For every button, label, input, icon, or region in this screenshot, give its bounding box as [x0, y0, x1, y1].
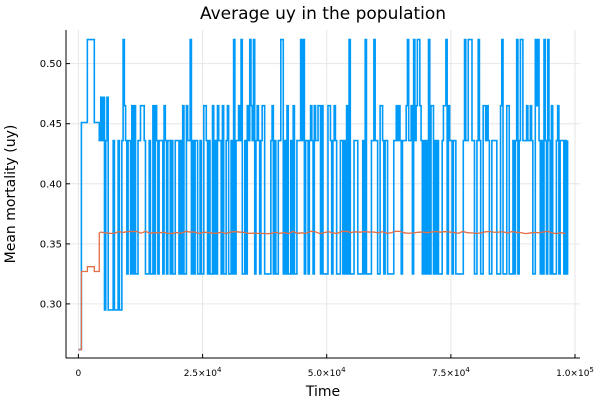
x-tick-label: 7.5×104 — [432, 366, 470, 379]
x-axis-label: Time — [305, 384, 340, 400]
y-axis-label: Mean mortality (uy) — [3, 125, 19, 264]
chart-title: Average uy in the population — [200, 4, 446, 24]
axes — [65, 30, 580, 359]
x-tick-label: 1.0×105 — [556, 366, 594, 379]
x-tick-label: 5.0×104 — [308, 366, 346, 379]
ticks: 0.30 0.35 0.40 0.45 0.50 0 2.5×104 5.0×104 7.5×1… — [40, 59, 594, 379]
series-line-red — [78, 230, 566, 351]
y-tick-label: 0.40 — [40, 179, 62, 190]
y-tick-label: 0.50 — [40, 59, 62, 70]
y-tick-label: 0.45 — [40, 119, 62, 130]
x-tick-label: 2.5×104 — [184, 366, 222, 379]
y-tick-label: 0.35 — [40, 239, 62, 250]
series-line-blue — [78, 38, 569, 351]
series-layer — [78, 38, 569, 351]
x-tick-label: 0 — [76, 369, 82, 379]
y-tick-label: 0.30 — [40, 299, 62, 310]
